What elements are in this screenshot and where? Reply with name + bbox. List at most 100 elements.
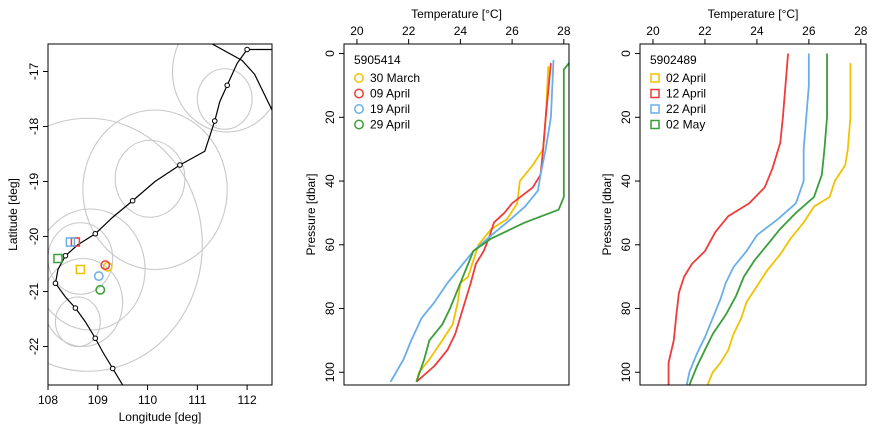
x-axis-label: Temperature [°C] xyxy=(411,7,502,21)
y-tick-label: -19 xyxy=(27,173,41,191)
y-tick-label: 60 xyxy=(619,238,633,252)
legend-marker xyxy=(650,88,660,99)
profile-line xyxy=(389,59,555,383)
profile-frame xyxy=(343,43,570,386)
legend-marker xyxy=(354,104,364,114)
x-tick-label: 22 xyxy=(402,24,416,38)
track-point xyxy=(52,280,59,287)
profile-line xyxy=(685,53,810,386)
range-circle xyxy=(171,44,272,133)
range-circle xyxy=(48,222,114,295)
x-tick-label: 111 xyxy=(188,393,207,407)
profile-line xyxy=(415,62,570,383)
map-frame xyxy=(47,43,273,386)
legend-marker xyxy=(650,104,660,114)
legend-label: 02 May xyxy=(666,118,705,132)
range-circle xyxy=(196,68,253,130)
legend-marker xyxy=(354,73,364,83)
y-tick-label: 0 xyxy=(323,50,337,57)
float-id-label: 5905414 xyxy=(354,53,401,67)
legend-label: 12 April xyxy=(666,87,706,101)
track-point xyxy=(92,335,99,342)
float-marker-circle xyxy=(100,260,111,271)
y-tick-label: -21 xyxy=(27,283,41,301)
y-tick-label: -18 xyxy=(27,118,41,136)
map-panel: 108 109 110 111 112 -17 -18 -19 -20 -21 -22 Longitu… xyxy=(6,43,273,424)
x-tick-label: 28 xyxy=(854,24,868,38)
x-tick-label: 108 xyxy=(38,393,58,407)
x-tick-label: 20 xyxy=(350,24,364,38)
profile-line xyxy=(688,53,828,386)
profile-line xyxy=(667,53,789,385)
profile-panel-5905414: 20 22 24 26 28 0 20 40 60 80 100 Temperature [°C] Pr… xyxy=(304,7,571,386)
float-marker-square xyxy=(70,237,81,247)
legend-marker xyxy=(650,119,660,130)
track-point xyxy=(211,118,218,124)
y-tick-label: 0 xyxy=(619,50,633,57)
x-axis-label: Longitude [deg] xyxy=(119,410,202,424)
float-marker-square xyxy=(53,253,63,264)
y-tick-label: 80 xyxy=(619,302,633,316)
y-axis-label: Latitude [deg] xyxy=(6,178,20,251)
track-point xyxy=(129,197,136,204)
x-tick-label: 20 xyxy=(646,24,660,38)
legend-label: 30 March xyxy=(370,71,420,85)
float-marker-circle xyxy=(102,261,113,272)
y-tick-label: 100 xyxy=(323,362,337,382)
legend-label: 09 April xyxy=(370,87,410,101)
float-id-label: 5902489 xyxy=(650,53,697,67)
y-tick-label: 20 xyxy=(619,110,633,124)
range-circle xyxy=(48,257,124,348)
legend-label: 29 April xyxy=(370,118,410,132)
range-circle xyxy=(48,117,203,372)
range-circle xyxy=(114,139,186,218)
second-track-line xyxy=(211,44,272,111)
y-tick-label: -22 xyxy=(27,338,41,356)
legend-marker xyxy=(354,119,364,130)
x-tick-label: 110 xyxy=(138,393,157,407)
map-plot-area xyxy=(48,44,272,385)
x-tick-label: 28 xyxy=(557,24,571,38)
track-point xyxy=(62,252,69,259)
x-tick-label: 112 xyxy=(238,393,257,407)
x-tick-label: 24 xyxy=(750,24,764,38)
y-axis-label: Pressure [dbar] xyxy=(304,173,318,255)
profile-line xyxy=(415,66,550,383)
track-point xyxy=(244,46,250,53)
range-circle xyxy=(48,208,146,331)
y-tick-label: 40 xyxy=(619,174,633,188)
y-tick-label: -20 xyxy=(27,228,41,246)
track-point xyxy=(224,82,230,89)
x-tick-label: 109 xyxy=(88,393,108,407)
float-marker-square xyxy=(65,237,76,247)
track-point xyxy=(72,305,79,311)
profile-panel-5902489: 20 22 24 26 28 0 20 40 60 80 100 Temperature [°C] Pr… xyxy=(600,7,868,386)
y-tick-label: 60 xyxy=(323,238,337,252)
profile-frame xyxy=(639,43,867,386)
x-axis-label: Temperature [°C] xyxy=(708,7,799,21)
legend-marker xyxy=(354,88,364,99)
x-tick-label: 22 xyxy=(698,24,712,38)
float-marker-circle xyxy=(93,271,104,282)
track-point xyxy=(177,162,183,168)
track-point xyxy=(92,230,99,237)
x-tick-label: 26 xyxy=(802,24,816,38)
y-tick-label: 40 xyxy=(323,174,337,188)
typhoon-track-line xyxy=(54,48,272,385)
range-circle xyxy=(82,109,228,271)
profile-line xyxy=(706,63,852,386)
track-point xyxy=(109,365,116,372)
y-tick-label: 80 xyxy=(323,302,337,316)
y-tick-label: 20 xyxy=(323,110,337,124)
x-tick-label: 24 xyxy=(454,24,468,38)
legend-marker xyxy=(650,73,660,83)
x-tick-label: 26 xyxy=(505,24,519,38)
legend-label: 19 April xyxy=(370,102,410,116)
y-axis-label: Pressure [dbar] xyxy=(600,173,614,255)
y-tick-label: 100 xyxy=(619,362,633,382)
float-marker-square xyxy=(75,264,86,275)
y-tick-label: -17 xyxy=(27,63,41,81)
legend-label: 22 April xyxy=(666,102,706,116)
profile-line xyxy=(415,63,552,383)
